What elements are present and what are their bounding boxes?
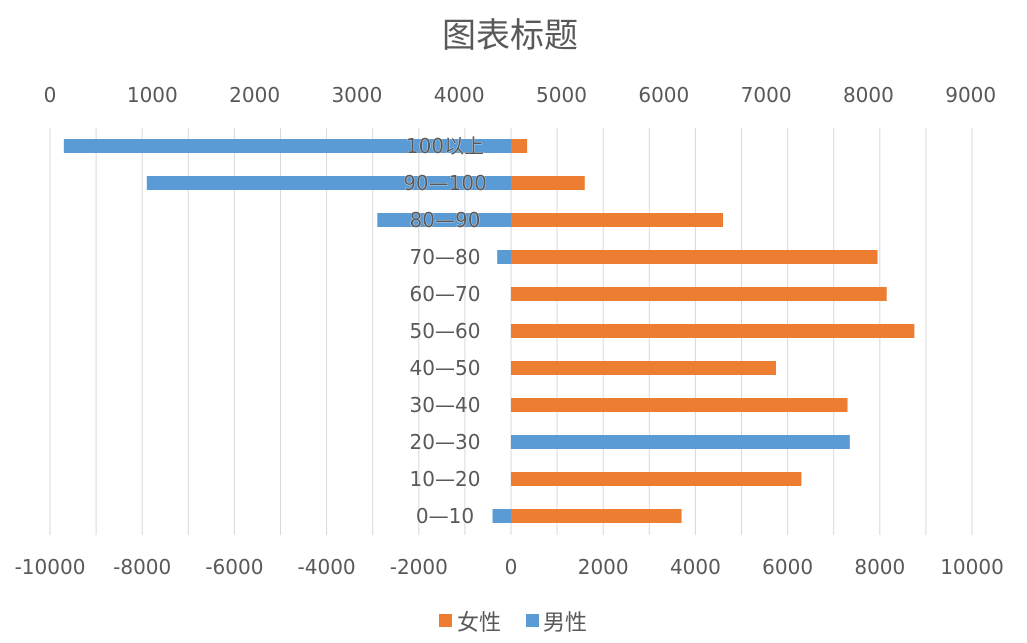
top-tick-label: 0 (44, 83, 57, 107)
category-label: 20—30 (410, 430, 481, 454)
bottom-tick-label: 8000 (854, 555, 905, 579)
top-tick-label: 3000 (331, 83, 382, 107)
chart-title: 图表标题 (442, 16, 578, 56)
legend: 女性 男性 (439, 611, 587, 636)
bar-female (511, 139, 528, 153)
category-label: 70—80 (410, 245, 481, 269)
category-label: 50—60 (410, 319, 481, 343)
bottom-tick-label: -2000 (390, 555, 448, 579)
bar-female (511, 213, 724, 227)
category-label: 40—50 (410, 356, 481, 380)
bottom-tick-label: 4000 (670, 555, 721, 579)
category-label: 30—40 (410, 393, 481, 417)
bar-male (146, 176, 511, 190)
legend-label-male: 男性 (543, 611, 587, 636)
top-tick-label: 6000 (638, 83, 689, 107)
bar-female (511, 472, 802, 486)
bar-female (511, 509, 682, 523)
category-label: 0—10 (416, 504, 474, 528)
bars (63, 139, 915, 523)
bar-male (63, 139, 512, 153)
bottom-tick-label: 0 (505, 555, 518, 579)
bar-female (511, 250, 878, 264)
bar-male (511, 435, 850, 449)
category-label: 90—100 (403, 171, 487, 195)
top-tick-label: 4000 (434, 83, 485, 107)
bar-female (511, 398, 848, 412)
bar-female (511, 287, 887, 301)
bar-male (377, 213, 511, 227)
bottom-tick-label: -10000 (15, 555, 86, 579)
bar-female (511, 361, 777, 375)
top-tick-label: 2000 (229, 83, 280, 107)
legend-swatch-male (526, 614, 539, 627)
bar-male (492, 509, 511, 523)
bottom-tick-label: 6000 (762, 555, 813, 579)
watermark: 头条号 / 云端网校教程 (791, 611, 1010, 636)
bar-female (511, 324, 915, 338)
category-label: 100以上 (406, 134, 484, 158)
top-tick-label: 7000 (741, 83, 792, 107)
bottom-tick-label: 10000 (940, 555, 1004, 579)
top-tick-label: 1000 (127, 83, 178, 107)
top-tick-label: 5000 (536, 83, 587, 107)
category-label: 10—20 (410, 467, 481, 491)
bar-female (511, 176, 585, 190)
bottom-tick-label: -8000 (113, 555, 171, 579)
category-labels: 100以上 90—100 80—90 70—80 60—70 50—60 40—50 30—4… (403, 134, 487, 529)
legend-label-female: 女性 (457, 611, 501, 636)
top-axis: 0 1000 2000 3000 4000 5000 6000 7000 8000 9000 (44, 83, 997, 107)
bottom-tick-label: -4000 (298, 555, 356, 579)
top-tick-label: 9000 (945, 83, 996, 107)
legend-swatch-female (439, 614, 452, 627)
category-label: 60—70 (410, 282, 481, 306)
bottom-tick-label: 2000 (578, 555, 629, 579)
top-tick-label: 8000 (843, 83, 894, 107)
category-label: 80—90 (410, 208, 481, 232)
bar-male (497, 250, 511, 264)
bottom-tick-label: -6000 (205, 555, 263, 579)
bottom-axis: -10000 -8000 -6000 -4000 -2000 0 2000 4000 6000 8… (15, 555, 1004, 579)
